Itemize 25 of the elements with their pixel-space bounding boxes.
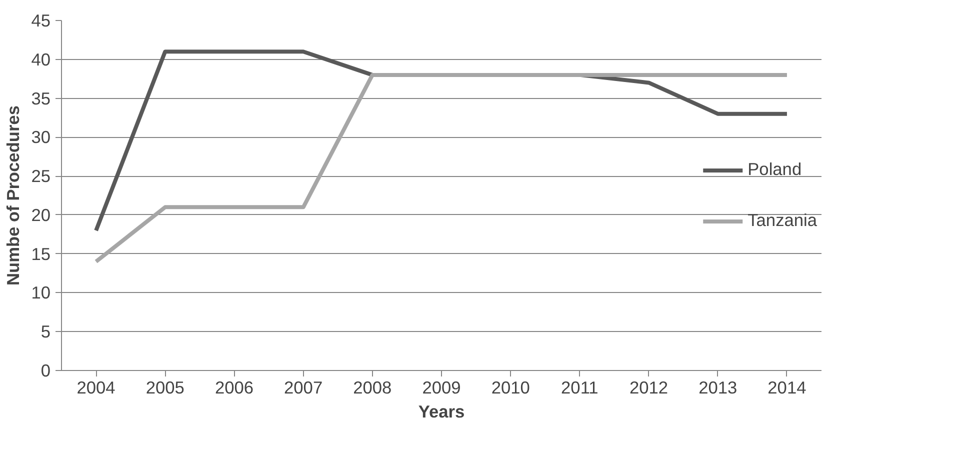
x-axis-title: Years: [418, 402, 465, 422]
y-tick-label: 20: [31, 204, 51, 225]
y-axis-title: Numbe of Procedures: [3, 105, 24, 286]
x-tick-label: 2014: [768, 378, 807, 398]
y-tick-label: 35: [31, 88, 51, 108]
x-tick-label: 2010: [491, 378, 530, 398]
y-tick-label: 30: [31, 127, 51, 148]
y-tick-label: 45: [31, 10, 51, 30]
x-tick-label: 2006: [214, 378, 254, 398]
x-tick-label: 2005: [146, 378, 184, 398]
y-tick-label: 10: [31, 282, 51, 303]
x-tick-label: 2007: [284, 378, 323, 398]
x-tick-label: 2008: [353, 378, 392, 398]
y-tick-label: 0: [40, 360, 51, 380]
x-tick-label: 2009: [422, 378, 461, 398]
y-tick-label: 15: [31, 244, 51, 264]
y-tick-label: 40: [31, 49, 51, 70]
legend-label: Tanzania: [748, 210, 817, 231]
x-tick-label: 2004: [76, 378, 116, 398]
x-tick-label: 2011: [561, 378, 598, 398]
legend-label: Poland: [748, 159, 802, 180]
x-tick-label: 2013: [698, 378, 738, 398]
x-tick-label: 2012: [630, 378, 668, 398]
y-tick-label: 25: [31, 166, 51, 186]
y-tick-label: 5: [40, 322, 51, 342]
